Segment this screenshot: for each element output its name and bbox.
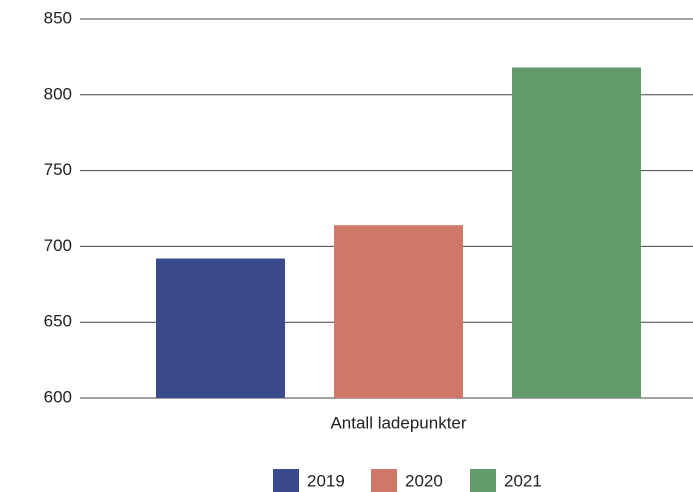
legend-label: 2021 [504,471,542,490]
bar [334,225,463,398]
y-tick-label: 700 [44,236,72,255]
bar [512,67,641,399]
y-tick-label: 800 [44,84,72,103]
legend-swatch [273,469,299,492]
x-tick-label: Antall ladepunkter [330,413,466,432]
legend-label: 2020 [405,471,443,490]
y-tick-label: 600 [44,387,72,406]
legend-swatch [371,469,397,492]
y-tick-label: 750 [44,160,72,179]
bar [156,258,285,398]
legend-label: 2019 [307,471,345,490]
legend-swatch [470,469,496,492]
y-tick-label: 650 [44,312,72,331]
y-tick-label: 850 [44,8,72,27]
